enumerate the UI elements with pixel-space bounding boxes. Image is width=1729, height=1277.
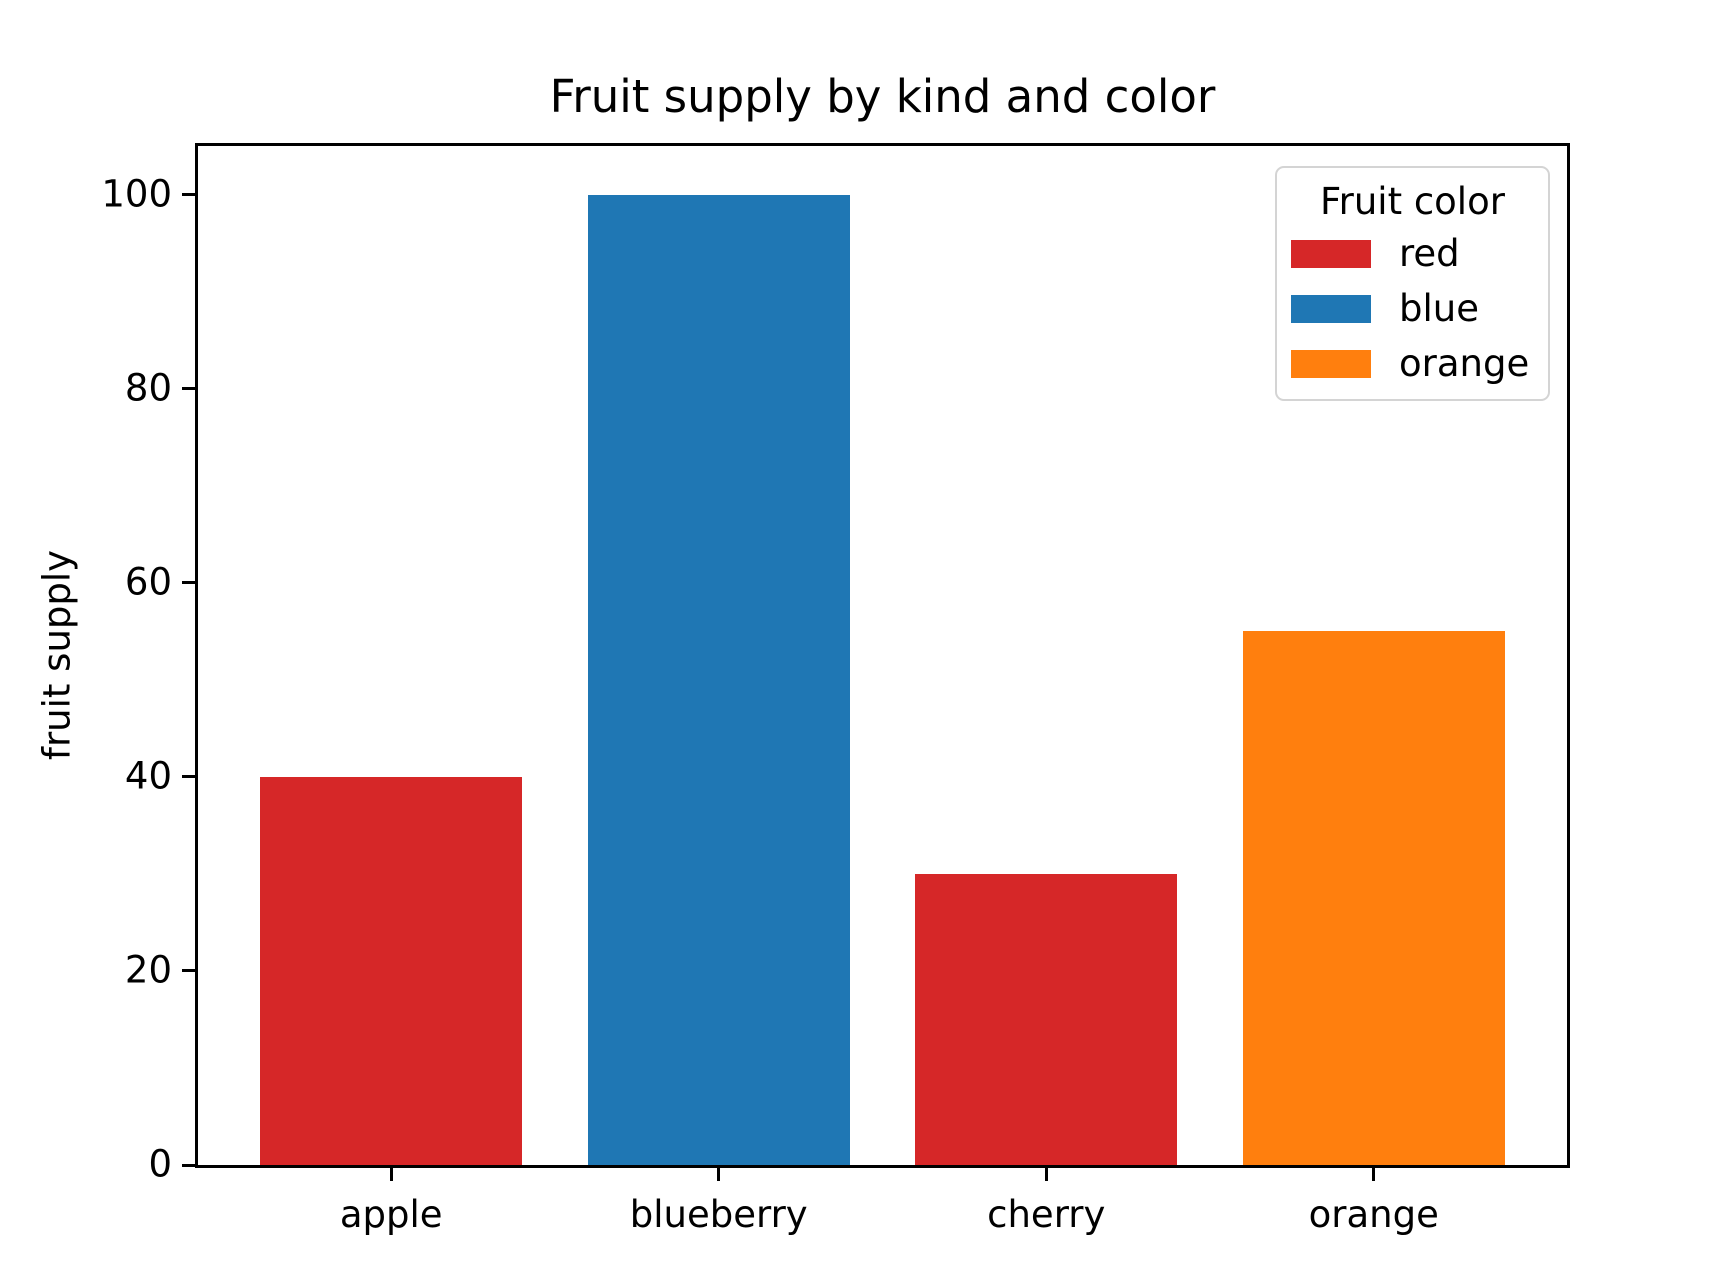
y-tick-mark — [182, 193, 195, 197]
x-tick-label-orange: orange — [1308, 1193, 1439, 1236]
x-tick-mark — [389, 1168, 393, 1181]
bar-blueberry — [587, 194, 850, 1165]
y-tick-label: 60 — [124, 560, 172, 604]
legend-swatch-red — [1291, 239, 1371, 268]
y-axis-label: fruit supply — [35, 549, 79, 761]
y-tick-label: 100 — [101, 172, 172, 216]
x-tick-label-apple: apple — [339, 1193, 443, 1236]
bar-orange — [1242, 631, 1505, 1165]
x-tick-label-cherry: cherry — [987, 1193, 1106, 1236]
x-tick-mark — [1372, 1168, 1376, 1181]
x-tick-mark — [717, 1168, 721, 1181]
y-tick-mark — [182, 387, 195, 391]
bar-cherry — [915, 873, 1178, 1165]
y-tick-mark — [182, 581, 195, 585]
legend-entry-orange: orange — [1277, 336, 1548, 391]
y-tick-label: 20 — [124, 948, 172, 992]
y-tick-mark — [182, 775, 195, 779]
y-tick-label: 40 — [124, 754, 172, 798]
legend-title: Fruit color — [1320, 180, 1505, 223]
y-tick-label: 80 — [124, 366, 172, 410]
legend-swatch-orange — [1291, 349, 1371, 378]
y-tick-mark — [182, 969, 195, 973]
chart-title: Fruit supply by kind and color — [549, 70, 1216, 123]
legend-entry-red: red — [1277, 226, 1548, 281]
x-tick-mark — [1044, 1168, 1048, 1181]
x-tick-label-blueberry: blueberry — [629, 1193, 808, 1236]
legend: Fruit color red blue orange — [1275, 166, 1550, 401]
bar-apple — [260, 776, 523, 1165]
legend-entry-blue: blue — [1277, 281, 1548, 336]
legend-label: orange — [1399, 342, 1530, 385]
y-tick-mark — [182, 1163, 195, 1167]
legend-label: blue — [1399, 287, 1479, 330]
plot-area: 0 20 40 60 80 100 apple blueberry cherry orange Fr… — [101, 143, 1570, 1236]
legend-swatch-blue — [1291, 294, 1371, 323]
legend-label: red — [1399, 232, 1460, 275]
y-tick-label: 0 — [148, 1142, 172, 1186]
